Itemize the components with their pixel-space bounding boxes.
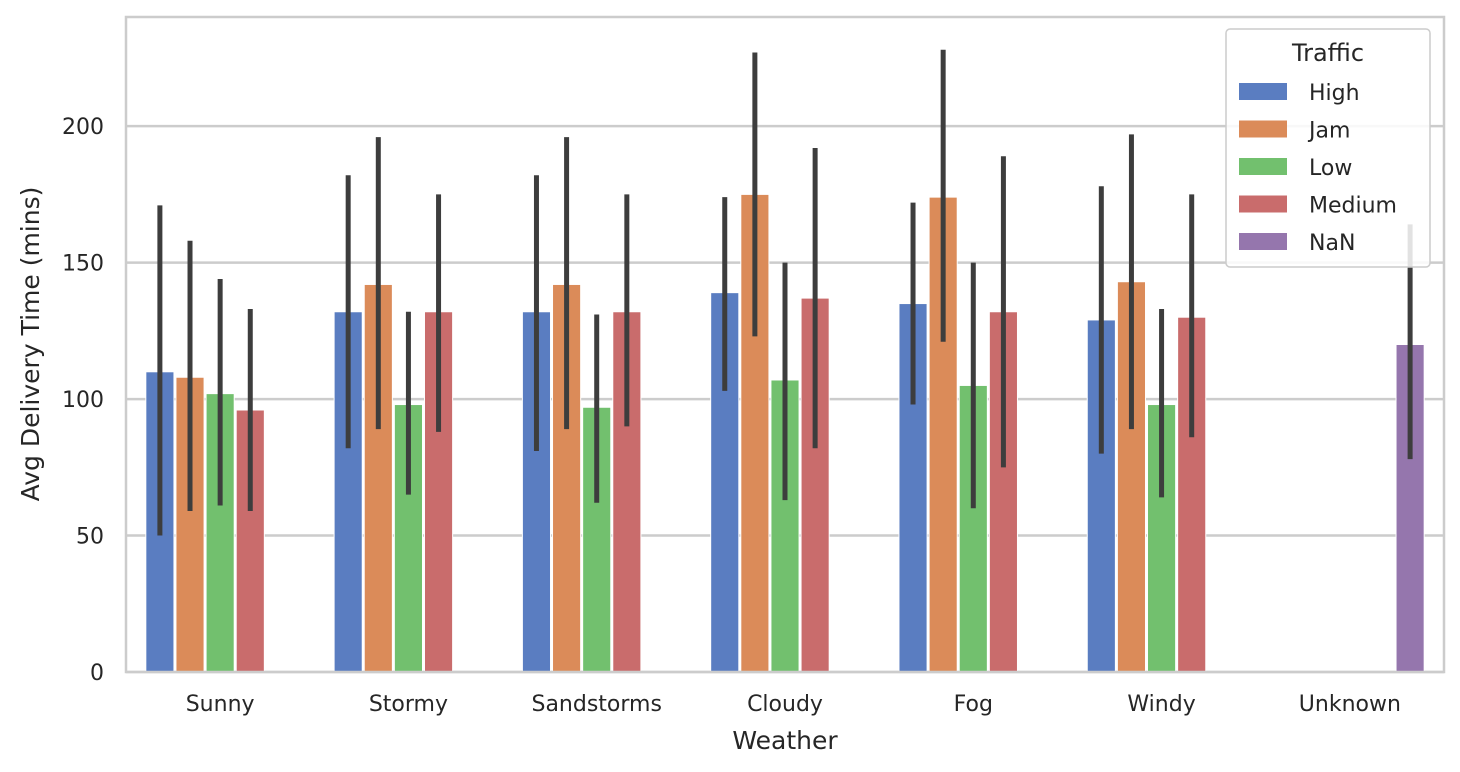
y-tick-label: 0 [90,661,104,686]
legend-label: Low [1309,156,1352,181]
legend-label: NaN [1309,231,1355,256]
y-axis-title: Avg Delivery Time (mins) [16,187,45,502]
y-tick-label: 200 [62,115,104,140]
legend-swatch [1239,120,1287,138]
y-tick-label: 150 [62,252,104,277]
x-tick-label: Unknown [1299,692,1401,717]
error-bars [157,49,1413,536]
plot-frame [124,15,1446,674]
legend-swatch [1239,195,1287,213]
legend-swatch [1239,233,1287,250]
legend-label: Medium [1309,194,1397,219]
legend-label: High [1309,81,1360,106]
legend-swatch [1239,83,1287,100]
x-axis-title: Weather [732,726,838,755]
x-tick-label: Stormy [369,692,448,717]
x-tick-labels: Sunny Stormy Sandstorms Cloudy Fog Windy Unkno… [186,692,1401,717]
y-tick-labels: 0 50 100 150 200 [62,115,104,686]
x-tick-label: Cloudy [747,692,823,717]
x-tick-label: Windy [1127,692,1195,717]
legend-label: Jam [1307,119,1350,144]
x-tick-label: Sunny [186,692,255,717]
legend-title: Traffic [1291,39,1364,67]
y-tick-label: 50 [76,525,104,550]
x-tick-label: Sandstorms [531,692,661,717]
legend-swatch [1239,158,1287,175]
bars [145,193,1425,673]
y-tick-label: 100 [62,388,104,413]
legend: Traffic High Jam Low Medium NaN [1225,28,1431,268]
x-tick-label: Fog [954,692,993,717]
